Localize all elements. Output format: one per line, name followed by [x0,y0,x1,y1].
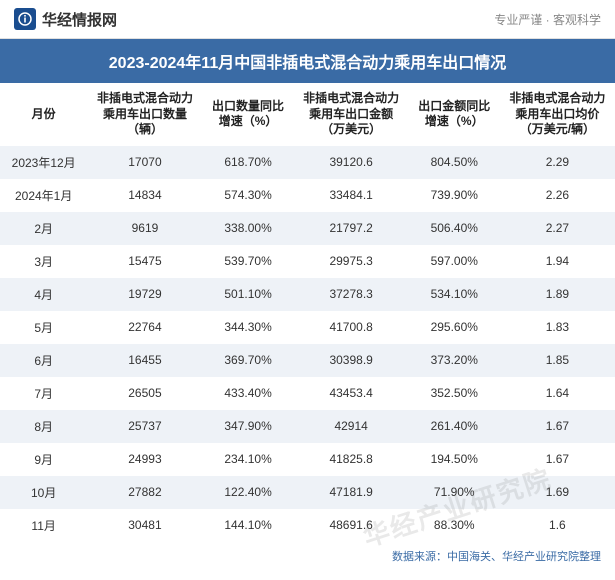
table-cell: 433.40% [203,377,294,410]
table-cell: 506.40% [409,212,500,245]
page-header: 华经情报网 专业严谨 · 客观科学 [0,0,615,39]
table-cell: 47181.9 [294,476,409,509]
table-cell: 41700.8 [294,311,409,344]
table-row: 2023年12月17070618.70%39120.6804.50%2.29 [0,146,615,179]
table-cell: 30398.9 [294,344,409,377]
table-cell: 2024年1月 [0,179,87,212]
table-cell: 29975.3 [294,245,409,278]
table-cell: 1.64 [500,377,615,410]
table-row: 3月15475539.70%29975.3597.00%1.94 [0,245,615,278]
table-cell: 33484.1 [294,179,409,212]
table-cell: 42914 [294,410,409,443]
table-cell: 21797.2 [294,212,409,245]
table-cell: 1.89 [500,278,615,311]
table-cell: 1.67 [500,443,615,476]
col-header-amtgrowth: 出口金额同比增速（%） [409,83,500,146]
table-cell: 10月 [0,476,87,509]
table-header-row: 月份 非插电式混合动力乘用车出口数量（辆） 出口数量同比增速（%） 非插电式混合… [0,83,615,146]
col-header-qtygrowth: 出口数量同比增速（%） [203,83,294,146]
table-cell: 11月 [0,509,87,542]
table-cell: 2.27 [500,212,615,245]
table-cell: 5月 [0,311,87,344]
col-header-qty: 非插电式混合动力乘用车出口数量（辆） [87,83,202,146]
table-cell: 539.70% [203,245,294,278]
table-cell: 41825.8 [294,443,409,476]
table-cell: 2月 [0,212,87,245]
table-cell: 4月 [0,278,87,311]
table-cell: 597.00% [409,245,500,278]
data-table: 月份 非插电式混合动力乘用车出口数量（辆） 出口数量同比增速（%） 非插电式混合… [0,83,615,542]
table-cell: 9月 [0,443,87,476]
table-cell: 2.29 [500,146,615,179]
table-cell: 71.90% [409,476,500,509]
table-row: 9月24993234.10%41825.8194.50%1.67 [0,443,615,476]
logo-text: 华经情报网 [42,9,117,30]
table-cell: 534.10% [409,278,500,311]
table-cell: 261.40% [409,410,500,443]
table-cell: 2.26 [500,179,615,212]
table-cell: 804.50% [409,146,500,179]
table-cell: 48691.6 [294,509,409,542]
table-cell: 17070 [87,146,202,179]
table-row: 2024年1月14834574.30%33484.1739.90%2.26 [0,179,615,212]
table-cell: 16455 [87,344,202,377]
table-cell: 88.30% [409,509,500,542]
table-cell: 24993 [87,443,202,476]
table-cell: 37278.3 [294,278,409,311]
logo-area: 华经情报网 [14,8,117,30]
table-row: 4月19729501.10%37278.3534.10%1.89 [0,278,615,311]
table-cell: 19729 [87,278,202,311]
table-cell: 144.10% [203,509,294,542]
table-cell: 369.70% [203,344,294,377]
table-cell: 501.10% [203,278,294,311]
col-header-month: 月份 [0,83,87,146]
table-cell: 574.30% [203,179,294,212]
logo-icon [14,8,36,30]
table-cell: 1.6 [500,509,615,542]
table-row: 10月27882122.40%47181.971.90%1.69 [0,476,615,509]
chart-title: 2023-2024年11月中国非插电式混合动力乘用车出口情况 [0,39,615,83]
table-cell: 618.70% [203,146,294,179]
table-cell: 338.00% [203,212,294,245]
table-cell: 3月 [0,245,87,278]
table-cell: 373.20% [409,344,500,377]
table-cell: 7月 [0,377,87,410]
table-cell: 295.60% [409,311,500,344]
table-cell: 347.90% [203,410,294,443]
data-source: 数据来源：中国海关、华经产业研究院整理 [0,542,615,564]
table-cell: 352.50% [409,377,500,410]
table-cell: 43453.4 [294,377,409,410]
table-cell: 15475 [87,245,202,278]
table-row: 6月16455369.70%30398.9373.20%1.85 [0,344,615,377]
table-row: 11月30481144.10%48691.688.30%1.6 [0,509,615,542]
table-cell: 122.40% [203,476,294,509]
table-cell: 1.94 [500,245,615,278]
table-cell: 2023年12月 [0,146,87,179]
table-cell: 25737 [87,410,202,443]
table-cell: 39120.6 [294,146,409,179]
table-cell: 344.30% [203,311,294,344]
table-cell: 1.67 [500,410,615,443]
table-cell: 234.10% [203,443,294,476]
table-cell: 8月 [0,410,87,443]
table-cell: 1.69 [500,476,615,509]
table-cell: 30481 [87,509,202,542]
table-cell: 22764 [87,311,202,344]
table-cell: 6月 [0,344,87,377]
table-cell: 1.83 [500,311,615,344]
col-header-avg: 非插电式混合动力乘用车出口均价（万美元/辆） [500,83,615,146]
table-row: 8月25737347.90%42914261.40%1.67 [0,410,615,443]
tagline: 专业严谨 · 客观科学 [494,11,601,28]
table-cell: 1.85 [500,344,615,377]
table-cell: 9619 [87,212,202,245]
table-cell: 27882 [87,476,202,509]
table-cell: 26505 [87,377,202,410]
table-row: 7月26505433.40%43453.4352.50%1.64 [0,377,615,410]
table-cell: 739.90% [409,179,500,212]
table-row: 2月9619338.00%21797.2506.40%2.27 [0,212,615,245]
table-cell: 14834 [87,179,202,212]
col-header-amount: 非插电式混合动力乘用车出口金额（万美元） [294,83,409,146]
table-row: 5月22764344.30%41700.8295.60%1.83 [0,311,615,344]
table-cell: 194.50% [409,443,500,476]
